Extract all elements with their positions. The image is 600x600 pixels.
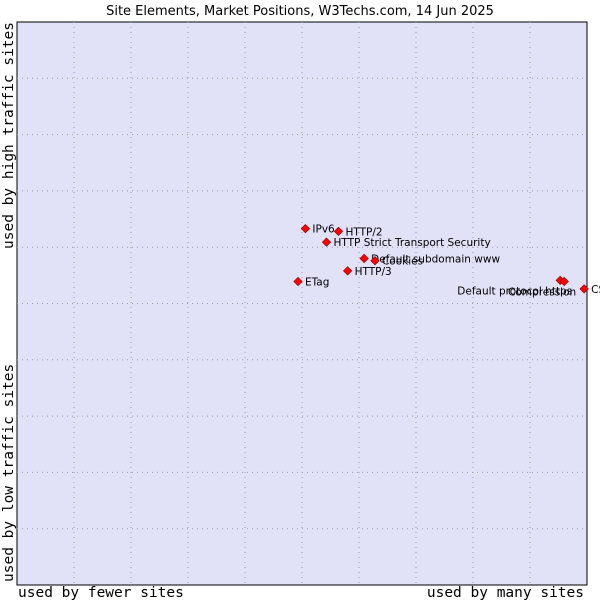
data-point-marker <box>342 266 353 276</box>
chart-title: Site Elements, Market Positions, W3Techs… <box>106 4 494 19</box>
data-point-label: Default protocol https <box>457 285 572 297</box>
data-point-label: HTTP Strict Transport Security <box>334 237 491 249</box>
data-point-marker <box>559 276 569 287</box>
data-point-marker <box>321 237 332 247</box>
y-axis-label-bottom: used by low traffic sites <box>1 364 17 582</box>
data-point-marker <box>359 253 369 264</box>
data-point-label: HTTP/3 <box>355 266 392 278</box>
data-point-marker <box>300 223 311 234</box>
y-axis-label-top: used by high traffic sites <box>1 22 17 249</box>
data-point-label: Compression <box>508 287 576 299</box>
data-point-marker <box>333 226 344 237</box>
data-point-label: CSS <box>591 284 600 296</box>
grid-lines <box>17 22 587 585</box>
x-axis-label-left: used by fewer sites <box>18 585 184 600</box>
data-point-label: Cookies <box>382 256 423 268</box>
data-point-label: Default subdomain www <box>371 253 500 265</box>
x-axis-label-right: used by many sites <box>427 585 584 600</box>
data-point-label: IPv6 <box>312 224 335 236</box>
data-point-marker <box>370 256 380 266</box>
data-point-marker <box>579 284 589 294</box>
data-point-label: HTTP/2 <box>345 226 382 238</box>
data-point-marker <box>293 276 303 287</box>
data-point-label: ETag <box>305 277 329 289</box>
